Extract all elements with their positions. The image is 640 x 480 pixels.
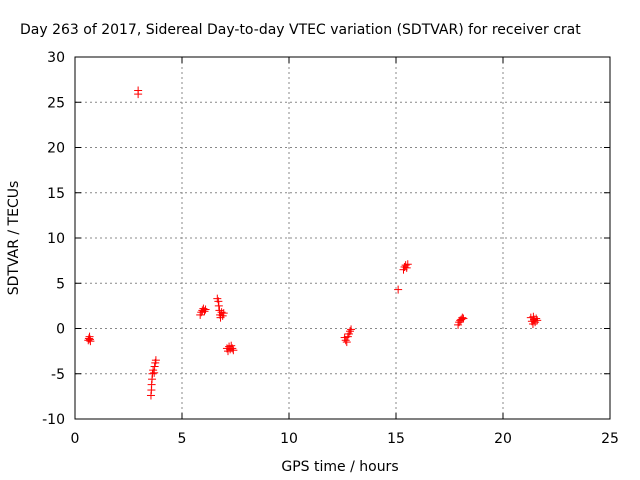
data-point: [229, 346, 238, 355]
x-tick-label: 20: [494, 431, 512, 447]
data-points: [84, 86, 542, 400]
data-point: [228, 344, 237, 353]
data-point: [529, 312, 538, 321]
y-tick-label: -10: [42, 412, 65, 428]
data-point: [459, 314, 468, 323]
x-tick-label: 0: [71, 431, 80, 447]
data-point: [217, 308, 226, 317]
data-point: [201, 305, 210, 314]
data-point: [347, 325, 356, 334]
data-point: [403, 260, 412, 269]
data-point: [151, 356, 160, 365]
data-point: [341, 336, 350, 345]
y-tick-label: 10: [47, 231, 65, 247]
data-point: [148, 369, 157, 378]
grid: [75, 57, 610, 419]
y-tick-label: 25: [47, 95, 65, 111]
y-tick-label: 5: [56, 276, 65, 292]
data-point: [216, 313, 225, 322]
x-axis-label: GPS time / hours: [281, 459, 398, 475]
y-axis: -10 -5 0 5 10 15 20 25 30: [42, 50, 610, 428]
data-point: [214, 301, 223, 310]
x-tick-label: 10: [280, 431, 298, 447]
data-point: [533, 316, 542, 325]
data-point: [458, 313, 467, 322]
x-axis: 0 5 10 15 20 25: [71, 57, 619, 447]
data-point: [394, 285, 403, 294]
y-tick-label: 20: [47, 141, 65, 157]
y-tick-label: 15: [47, 186, 65, 202]
data-point: [531, 318, 540, 327]
data-point: [150, 362, 159, 371]
chart-title: Day 263 of 2017, Sidereal Day-to-day VTE…: [20, 22, 581, 38]
data-point: [226, 345, 235, 354]
data-point: [342, 338, 351, 347]
y-axis-label: SDTVAR / TECUs: [6, 181, 22, 296]
data-point: [198, 306, 207, 315]
data-point: [134, 90, 143, 99]
data-point: [84, 336, 93, 345]
data-point: [528, 319, 537, 328]
data-point: [200, 307, 209, 316]
data-point: [345, 327, 354, 336]
data-point: [197, 308, 206, 317]
data-point: [219, 309, 228, 318]
data-point: [457, 315, 466, 324]
data-point: [402, 263, 411, 272]
data-point: [215, 306, 224, 315]
y-tick-label: 30: [47, 50, 65, 66]
x-tick-label: 25: [601, 431, 619, 447]
y-tick-label: -5: [51, 367, 65, 383]
data-point: [86, 337, 95, 346]
x-tick-label: 5: [178, 431, 187, 447]
y-tick-label: 0: [56, 322, 65, 338]
data-point: [224, 347, 233, 356]
x-tick-label: 15: [387, 431, 405, 447]
